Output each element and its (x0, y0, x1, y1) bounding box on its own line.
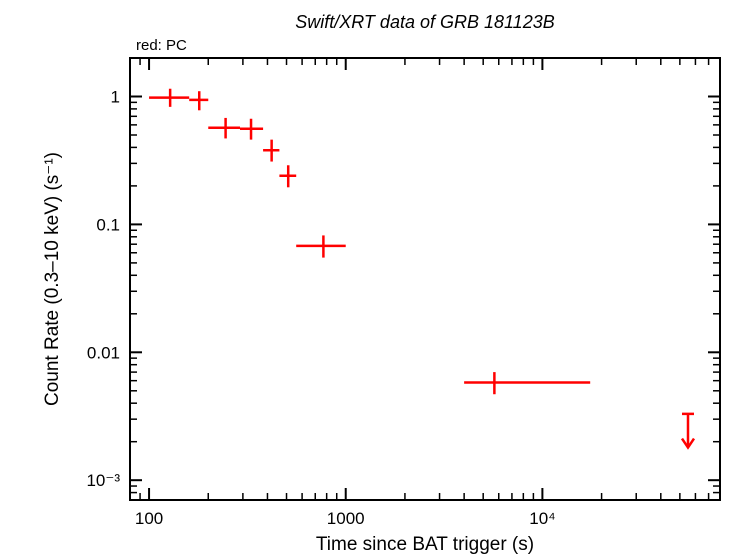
chart-container: 100 1000 10⁴ Time since BAT trigger (s) 10⁻³… (0, 0, 746, 558)
x-tick-label: 100 (135, 509, 163, 528)
y-tick-label: 0.1 (96, 215, 120, 234)
legend-label: red: PC (136, 37, 187, 54)
chart-svg: 100 1000 10⁴ Time since BAT trigger (s) 10⁻³… (0, 0, 746, 558)
x-tick-label: 1000 (327, 509, 365, 528)
chart-title: Swift/XRT data of GRB 181123B (295, 12, 554, 32)
x-axis-label: Time since BAT trigger (s) (316, 534, 534, 555)
y-axis-label: Count Rate (0.3–10 keV) (s⁻¹) (42, 152, 63, 406)
y-tick-label: 10⁻³ (86, 471, 120, 490)
x-tick-label: 10⁴ (529, 509, 555, 528)
y-tick-label: 0.01 (87, 343, 120, 362)
y-tick-label: 1 (111, 88, 120, 107)
